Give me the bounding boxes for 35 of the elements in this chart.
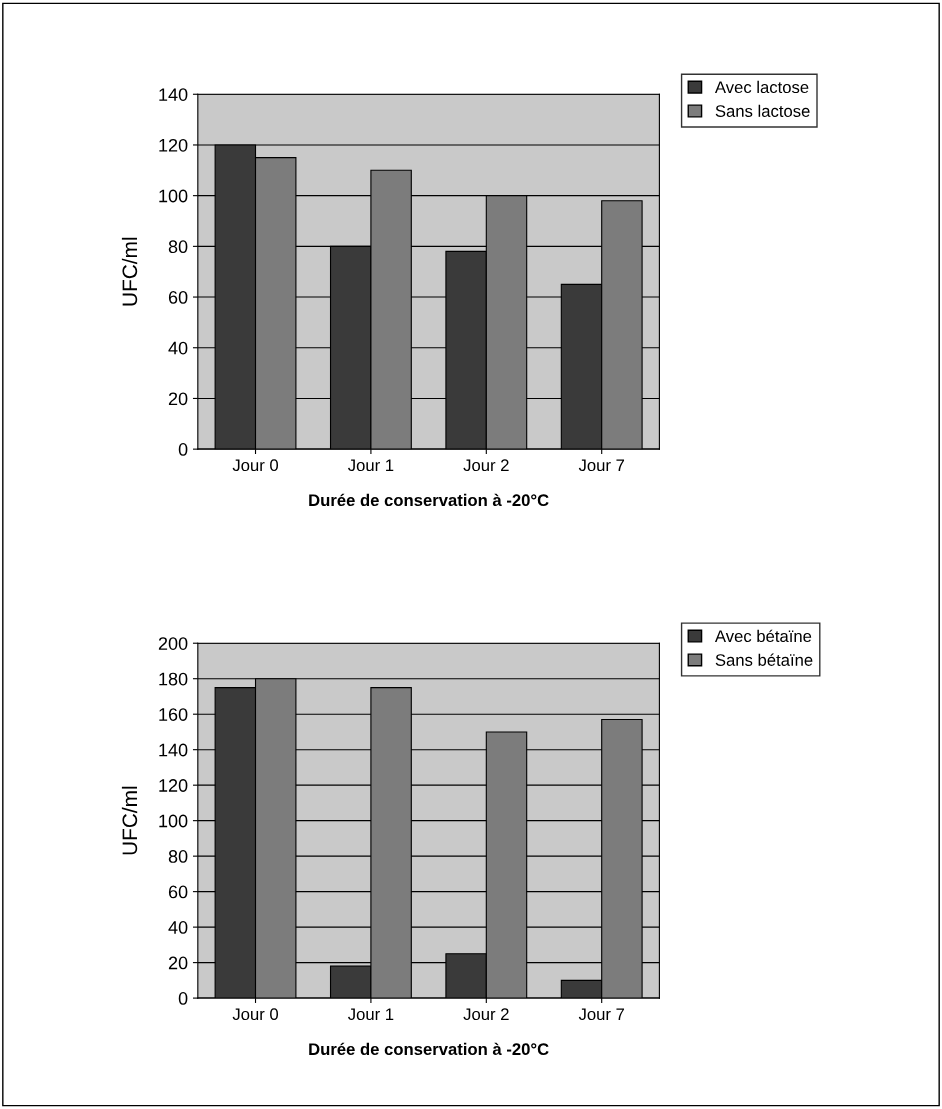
- legend-label: Avec lactose: [714, 80, 809, 94]
- y-tick-label: 40: [168, 341, 188, 355]
- x-tick-label: Jour 1: [348, 459, 394, 472]
- y-tick-label: 60: [168, 885, 188, 899]
- x-tick-label: Jour 0: [232, 459, 279, 472]
- y-tick-label: 60: [168, 290, 188, 304]
- y-tick-label: 200: [158, 637, 188, 650]
- x-axis-title: Durée de conservation à -20°C: [309, 493, 549, 507]
- y-axis-title: UFC/ml: [121, 237, 138, 306]
- y-tick-label: 100: [159, 189, 188, 203]
- x-tick-label: Jour 7: [578, 1008, 625, 1021]
- y-tick-label: 120: [159, 779, 188, 792]
- y-tick-label: 140: [159, 743, 188, 757]
- x-tick-label: Jour 2: [463, 459, 509, 472]
- legend-label: Avec bétaïne: [714, 629, 812, 643]
- y-tick-label: 80: [168, 850, 188, 863]
- y-tick-label: 40: [168, 921, 188, 934]
- y-tick-label: 0: [178, 992, 188, 1005]
- y-tick-label: 20: [168, 392, 188, 406]
- x-axis-title: Durée de conservation à -20°C: [309, 1042, 549, 1056]
- y-tick-label: 20: [168, 956, 188, 970]
- y-tick-label: 180: [159, 672, 188, 686]
- legend-label: Sans lactose: [715, 104, 810, 117]
- y-axis-title: UFC/ml: [121, 786, 138, 855]
- y-tick-label: 80: [168, 240, 188, 254]
- y-tick-label: 100: [159, 814, 188, 828]
- x-tick-label: Jour 7: [578, 459, 625, 472]
- legend-label: Sans bétaïne: [715, 653, 813, 666]
- y-tick-label: 160: [159, 708, 188, 721]
- x-tick-label: Jour 1: [348, 1008, 394, 1021]
- y-tick-label: 140: [159, 88, 188, 101]
- y-tick-label: 120: [159, 138, 188, 152]
- y-tick-label: 0: [178, 443, 188, 456]
- x-tick-label: Jour 2: [463, 1008, 509, 1021]
- x-tick-label: Jour 0: [232, 1008, 279, 1021]
